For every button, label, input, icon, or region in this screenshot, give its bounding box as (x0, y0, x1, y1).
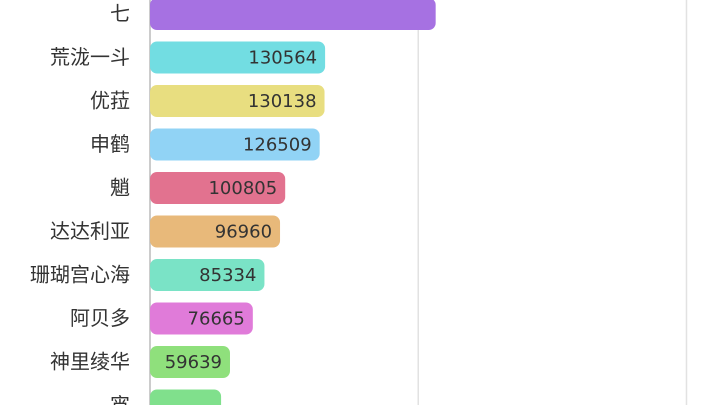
category-label: 优菈 (90, 89, 130, 113)
value-label: 130564 (248, 48, 317, 69)
category-label: 神里绫华 (50, 350, 130, 374)
category-label: 阿贝多 (70, 306, 130, 330)
bar (150, 41, 326, 74)
bar (150, 346, 230, 378)
category-label: 珊瑚宫心海 (30, 263, 130, 287)
value-label: 96960 (215, 222, 272, 243)
bar (150, 215, 281, 248)
value-label: 126509 (243, 135, 312, 156)
bar (150, 302, 253, 335)
value-label: 76665 (188, 309, 245, 330)
category-label: 宵 (110, 393, 130, 405)
category-label: 荒泷一斗 (50, 45, 130, 69)
value-label: 59639 (165, 352, 222, 373)
bar (150, 389, 222, 405)
category-label: 七 (110, 2, 130, 26)
category-label: 申鹤 (90, 132, 130, 156)
bar (150, 0, 436, 30)
value-label: 85334 (199, 265, 256, 286)
value-label: 130138 (248, 91, 317, 112)
category-label: 魈 (110, 176, 130, 200)
category-label: 达达利亚 (50, 219, 130, 243)
bar (150, 259, 265, 291)
bar (150, 85, 325, 117)
bar (150, 128, 320, 161)
bar (150, 172, 286, 204)
value-label: 100805 (208, 178, 277, 199)
